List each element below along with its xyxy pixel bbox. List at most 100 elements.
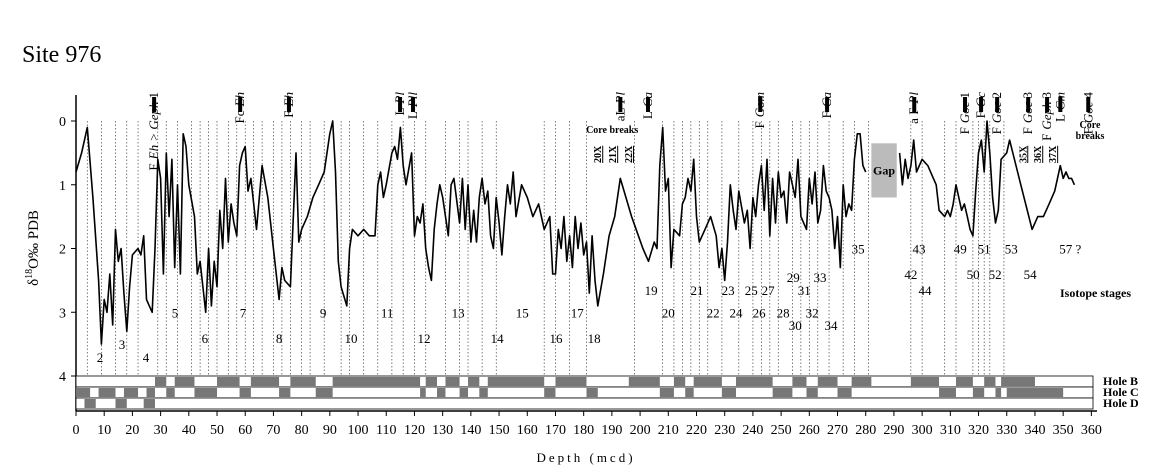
hole-core xyxy=(123,388,139,397)
core-breaks-title: Core breaks xyxy=(1075,120,1105,142)
event-taxon: Gc xyxy=(973,92,988,107)
core-break-label: 36X xyxy=(1033,145,1044,163)
x-tick-label: 40 xyxy=(182,423,196,438)
isotope-stage-label: 6 xyxy=(202,331,209,346)
event-marker xyxy=(618,97,623,112)
event-taxon: Gom xyxy=(752,92,767,117)
event-label: F Geph 3 xyxy=(1039,92,1054,141)
hole-core xyxy=(459,388,469,397)
event-taxon: Eh xyxy=(281,92,296,107)
hole-core xyxy=(166,388,175,397)
event-type: F xyxy=(281,110,296,117)
x-tick-label: 110 xyxy=(376,423,396,438)
event-taxon: Pl xyxy=(906,92,921,105)
event-taxon: Eh xyxy=(232,92,247,107)
event-marker xyxy=(286,97,291,112)
core-break-label: 35X xyxy=(1018,145,1029,163)
isotope-stage-label: 25 xyxy=(745,283,758,298)
hole-core xyxy=(194,388,218,397)
hole-core xyxy=(772,388,793,397)
hole-core xyxy=(437,388,446,397)
event-suffix: 4 xyxy=(1080,92,1095,99)
event-suffix: 3 xyxy=(1020,92,1035,99)
event-marker xyxy=(758,97,763,112)
hole-core xyxy=(239,388,251,397)
hole-core xyxy=(792,377,807,386)
isotope-stage-label: 31 xyxy=(798,283,811,298)
hole-core xyxy=(806,388,818,397)
isotope-stage-label: 32 xyxy=(806,305,819,320)
isotope-stage-label: 5 xyxy=(172,305,179,320)
isotope-stage-label: 9 xyxy=(320,305,327,320)
event-label: a F Pl xyxy=(906,92,921,124)
hole-core xyxy=(586,388,598,397)
isotope-stage-label: 20 xyxy=(662,305,675,320)
isotope-stage-label: 34 xyxy=(825,318,839,333)
isotope-stage-label: 19 xyxy=(645,283,658,298)
hole-core xyxy=(468,377,480,386)
hole-core xyxy=(721,388,736,397)
isotope-stage-label: 53 xyxy=(1005,242,1018,257)
event-type: F xyxy=(957,127,972,134)
event-marker xyxy=(1045,97,1050,112)
hole-core xyxy=(146,388,155,397)
x-tick-label: 150 xyxy=(489,423,510,438)
isotope-stage-label: 27 xyxy=(762,283,776,298)
event-type: Fc xyxy=(232,110,247,123)
hole-label: Hole C xyxy=(1103,385,1139,399)
x-tick-label: 220 xyxy=(686,423,707,438)
x-tick-label: 210 xyxy=(658,423,679,438)
core-breaks-title: Core breaks xyxy=(586,125,639,136)
event-type: L xyxy=(392,108,407,116)
event-type: L xyxy=(1052,114,1067,122)
event-marker xyxy=(645,97,650,112)
event-marker xyxy=(995,97,1000,112)
hole-core xyxy=(445,377,460,386)
core-break-label: 22X xyxy=(624,145,635,163)
hole-core xyxy=(851,377,872,386)
x-tick-label: 0 xyxy=(73,423,80,438)
isotope-stage-label: 17 xyxy=(571,305,585,320)
x-tick-label: 330 xyxy=(996,423,1017,438)
isotope-stage-label: 52 xyxy=(989,267,1002,282)
x-tick-label: 30 xyxy=(154,423,168,438)
y-label-rest: O‰ PDB xyxy=(26,210,42,269)
event-label: F Goc 4 xyxy=(1080,92,1095,135)
event-marker xyxy=(152,97,157,112)
x-axis-label: Depth (mcd) xyxy=(536,450,635,465)
event-label: L Pll xyxy=(405,92,420,120)
event-taxon: Goc xyxy=(1020,101,1035,123)
event-label: aL Pl xyxy=(612,92,627,122)
hole-core xyxy=(673,377,686,386)
x-tick-label: 170 xyxy=(545,423,566,438)
chart-title: Site 976 xyxy=(22,42,101,68)
hole-row xyxy=(75,397,1094,410)
event-label: F Goc 2 xyxy=(989,92,1004,134)
isotope-stage-label: 21 xyxy=(691,283,704,298)
event-marker xyxy=(411,97,416,112)
x-tick-label: 240 xyxy=(742,423,763,438)
isotope-stage-label: 44 xyxy=(918,283,932,298)
x-tick-label: 280 xyxy=(855,423,876,438)
isotope-stage-label: 30 xyxy=(789,318,802,333)
event-type: aL xyxy=(612,108,627,122)
isotope-stage-label: 14 xyxy=(491,331,505,346)
event-suffix: 3 xyxy=(1039,92,1054,99)
x-tick-label: 300 xyxy=(912,423,933,438)
x-tick-label: 140 xyxy=(460,423,481,438)
event-taxon: Pl xyxy=(612,92,627,105)
gap-box xyxy=(871,143,897,198)
hole-label: Hole B xyxy=(1103,374,1138,388)
y-tick-label: 2 xyxy=(59,243,66,258)
hole-core xyxy=(693,377,722,386)
x-tick-label: 360 xyxy=(1081,423,1102,438)
x-tick-label: 100 xyxy=(348,423,369,438)
event-taxon: Goc xyxy=(1080,101,1095,123)
event-label: F Gc xyxy=(973,92,988,119)
isotope-stage-label: 13 xyxy=(452,305,465,320)
hole-core xyxy=(837,388,852,397)
data-line xyxy=(75,120,1076,345)
event-marker xyxy=(1058,97,1063,112)
